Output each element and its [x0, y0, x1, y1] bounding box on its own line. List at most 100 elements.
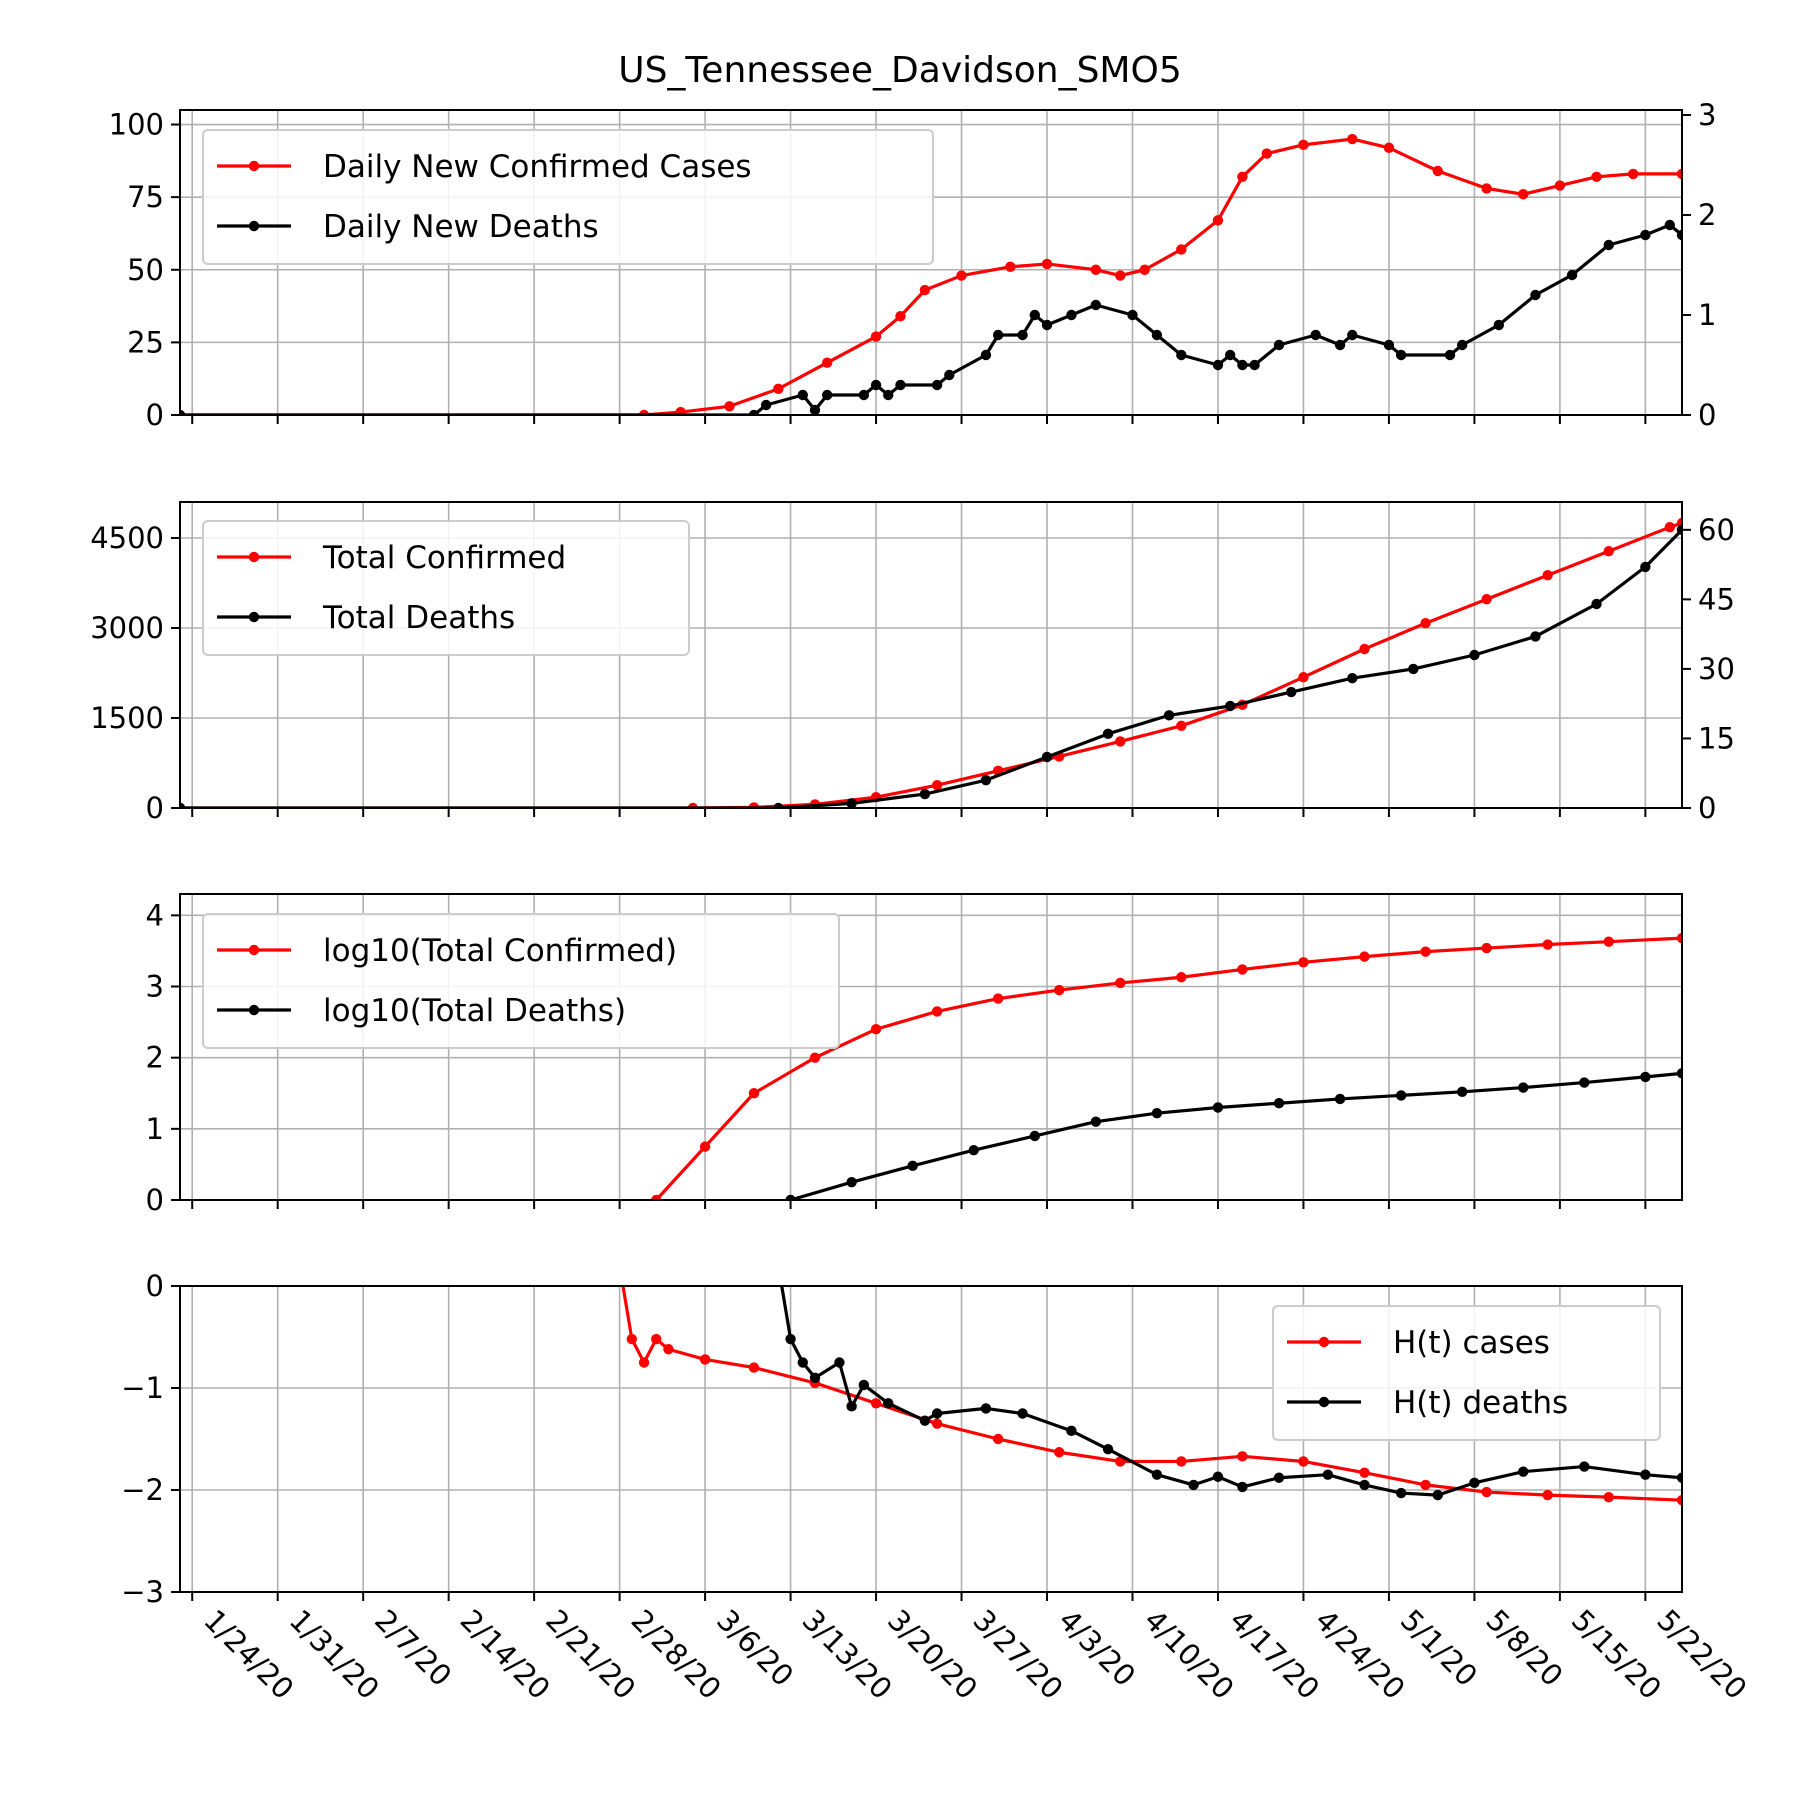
data-point — [870, 379, 882, 391]
data-point — [748, 409, 760, 415]
data-point — [663, 1344, 674, 1355]
data-point — [1395, 1090, 1407, 1101]
data-point — [1176, 972, 1187, 983]
chart-title: US_Tennessee_Davidson_SMO5 — [618, 50, 1182, 91]
data-point — [1237, 964, 1248, 975]
series-black-line — [180, 219, 1682, 415]
data-point — [1237, 171, 1248, 183]
data-point — [1481, 183, 1492, 194]
series-line — [780, 1286, 1682, 1497]
data-point — [1395, 349, 1407, 361]
data-point — [1603, 936, 1614, 947]
data-point — [980, 1403, 992, 1414]
data-point — [931, 1408, 943, 1419]
data-point — [1420, 946, 1431, 957]
data-point — [1261, 148, 1273, 159]
data-point — [1334, 339, 1346, 351]
y-tick-label: 4500 — [90, 521, 164, 555]
legend-marker — [1318, 1336, 1330, 1348]
legend: log10(Total Confirmed) log10(Total Deaths… — [202, 913, 840, 1049]
y2-tick-label: 3 — [1698, 98, 1716, 132]
x-tick-label: 2/21/20 — [539, 1603, 642, 1706]
data-point — [1518, 1466, 1529, 1477]
data-point — [1322, 1469, 1334, 1480]
data-point — [944, 369, 955, 381]
data-point — [1151, 1469, 1163, 1480]
series-black-line — [785, 1068, 1682, 1200]
data-point — [785, 1194, 796, 1200]
x-tick-label: 2/28/20 — [625, 1603, 728, 1706]
legend-label: Daily New Confirmed Cases — [323, 149, 752, 185]
data-point — [760, 399, 772, 411]
data-point — [1212, 1471, 1224, 1482]
data-point — [1676, 229, 1682, 241]
data-point — [1591, 598, 1602, 610]
y-tick-label: 75 — [127, 180, 164, 214]
y2-tick-label: 0 — [1698, 398, 1716, 432]
data-point — [992, 329, 1004, 341]
legend-label: H(t) cases — [1393, 1325, 1550, 1361]
y-tick-label: 0 — [146, 398, 164, 432]
data-point — [1603, 546, 1614, 557]
data-point — [1676, 524, 1682, 536]
data-point — [895, 311, 906, 322]
data-point — [1383, 142, 1395, 153]
x-tick-label: 1/24/20 — [197, 1603, 300, 1706]
series-black-line — [780, 1286, 1682, 1501]
y-tick-label: 0 — [146, 791, 164, 825]
data-point — [1359, 643, 1370, 655]
data-point — [870, 1024, 882, 1035]
data-point — [614, 1260, 624, 1270]
data-point — [1676, 168, 1682, 180]
data-point — [1408, 663, 1419, 675]
data-point — [1090, 264, 1102, 275]
data-point — [1469, 1477, 1480, 1489]
data-point — [1298, 139, 1309, 151]
x-tick-label: 3/13/20 — [796, 1603, 899, 1706]
data-point — [980, 349, 992, 361]
panel-4: −3 −2 −1 0 H(t) cases H(t) deaths — [121, 1260, 1683, 1609]
data-point — [1640, 1469, 1651, 1480]
data-point — [1286, 686, 1297, 698]
data-point — [956, 270, 967, 281]
data-point — [846, 798, 857, 808]
data-point — [1298, 1456, 1309, 1467]
legend-marker — [248, 944, 260, 956]
data-point — [1127, 309, 1138, 321]
data-point — [1298, 957, 1309, 968]
legend-marker — [248, 220, 260, 232]
y-tick-label: 2 — [146, 1041, 164, 1075]
legend-label: Daily New Deaths — [323, 209, 599, 245]
data-point — [1151, 329, 1163, 341]
data-point — [1054, 984, 1065, 996]
data-point — [1676, 1495, 1682, 1506]
y-tick-label: 1500 — [90, 701, 164, 735]
data-point — [1493, 319, 1505, 331]
data-point — [1481, 1486, 1492, 1498]
data-point — [809, 1372, 821, 1384]
legend-box — [1272, 1305, 1661, 1441]
data-point — [846, 1177, 857, 1188]
axes-frame — [179, 501, 1683, 809]
data-point — [883, 1398, 894, 1409]
data-point — [1102, 728, 1114, 740]
data-point — [1603, 239, 1614, 251]
data-point — [1310, 329, 1321, 341]
data-point — [1176, 720, 1187, 731]
data-point — [1530, 631, 1541, 642]
data-point — [992, 1433, 1004, 1445]
data-point — [1383, 339, 1395, 351]
legend-label: log10(Total Deaths) — [323, 993, 626, 1029]
y-tick-label: 4 — [146, 898, 164, 932]
data-point — [980, 774, 992, 786]
data-point — [1347, 133, 1358, 145]
legend-label: Total Confirmed — [322, 540, 566, 576]
data-point — [1139, 264, 1150, 275]
x-tick-label: 4/24/20 — [1308, 1603, 1411, 1706]
data-point — [1627, 168, 1639, 180]
data-point — [1041, 751, 1053, 763]
y2-tick-label: 15 — [1698, 721, 1735, 755]
data-point — [1066, 309, 1077, 321]
data-point — [1237, 359, 1248, 371]
